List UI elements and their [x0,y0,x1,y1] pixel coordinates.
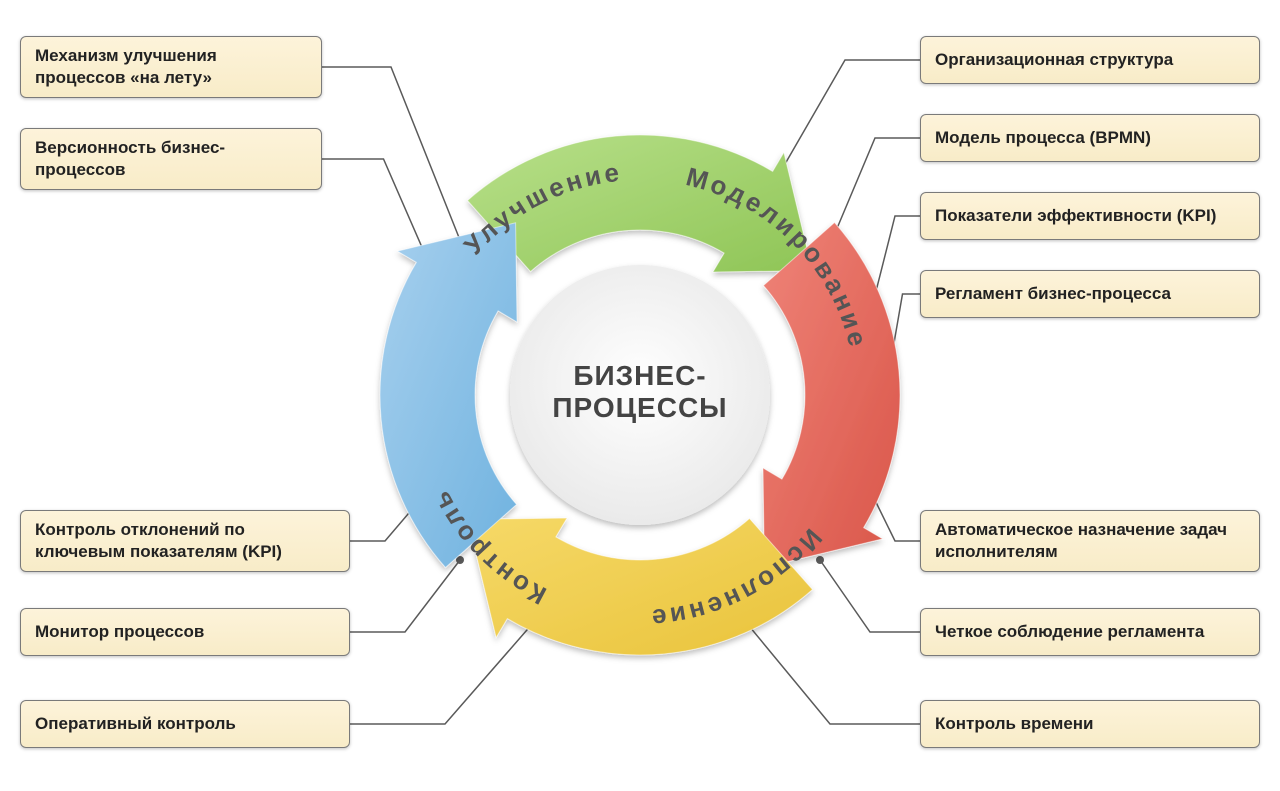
callout-execute-0: Автоматическое назначение задач исполнит… [920,510,1260,572]
connector [770,60,920,190]
callout-control-1: Монитор процессов [20,608,350,656]
callout-execute-2: Контроль времени [920,700,1260,748]
center-title-line2: ПРОЦЕССЫ [552,392,727,423]
callout-improve-0: Механизм улучшения процессов «на лету» [20,36,322,98]
connector [820,560,920,632]
connector [830,138,920,245]
callout-control-0: Контроль отклонений по ключевым показате… [20,510,350,572]
connector [322,67,460,240]
callout-control-2: Оперативный контроль [20,700,350,748]
callout-improve-1: Версионность бизнес-процессов [20,128,322,190]
center-title: БИЗНЕС- ПРОЦЕССЫ [540,360,740,424]
center-title-line1: БИЗНЕС- [573,360,706,391]
connector [350,560,460,632]
callout-model-0: Организационная структура [920,36,1260,84]
callout-model-2: Показатели эффективности (KPI) [920,192,1260,240]
callout-model-1: Модель процесса (BPMN) [920,114,1260,162]
callout-model-3: Регламент бизнес-процесса [920,270,1260,318]
connector-dot [816,556,824,564]
callout-execute-1: Четкое соблюдение регламента [920,608,1260,656]
